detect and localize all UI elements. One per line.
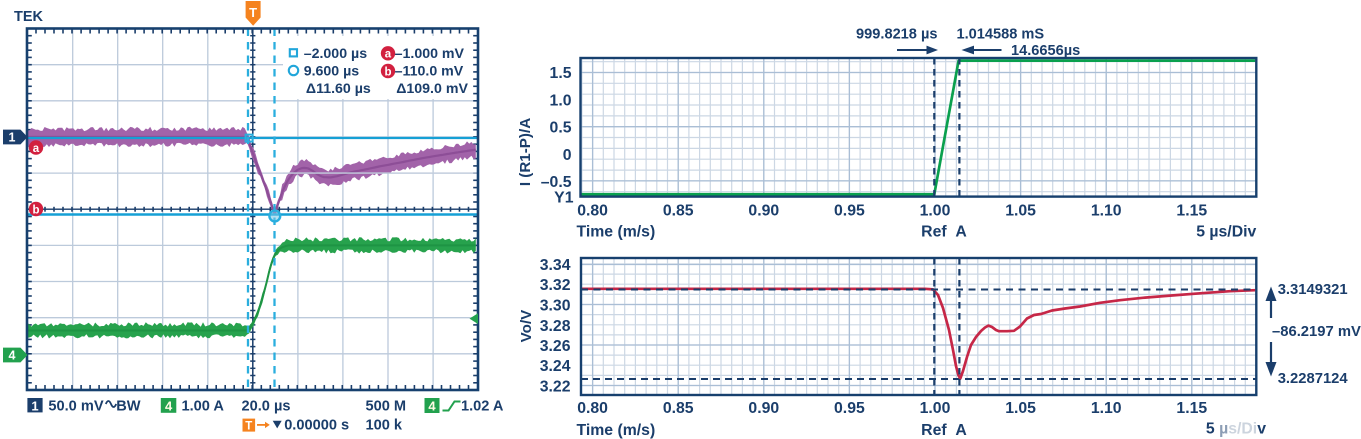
svg-text:1.10: 1.10 xyxy=(1091,203,1122,220)
svg-text:0.5: 0.5 xyxy=(550,120,572,137)
svg-text:I (R1-P)/A: I (R1-P)/A xyxy=(517,118,534,186)
svg-text:b: b xyxy=(384,66,391,78)
svg-text:BW: BW xyxy=(116,398,141,414)
svg-text:T: T xyxy=(245,421,252,433)
svg-text:3.34: 3.34 xyxy=(540,257,571,274)
svg-text:Y1: Y1 xyxy=(554,189,574,206)
svg-text:1: 1 xyxy=(31,398,38,413)
svg-text:3.22: 3.22 xyxy=(540,379,571,396)
svg-text:1.00: 1.00 xyxy=(920,400,951,417)
svg-text:3.28: 3.28 xyxy=(540,318,571,335)
svg-text:a: a xyxy=(385,49,392,61)
svg-text:Time (m/s): Time (m/s) xyxy=(577,224,656,241)
svg-text:0.90: 0.90 xyxy=(748,203,779,220)
svg-text:Vo/V: Vo/V xyxy=(518,309,535,342)
svg-text:Ref A: Ref A xyxy=(921,224,967,241)
svg-text:Time (m/s): Time (m/s) xyxy=(577,422,656,439)
svg-text:3.32: 3.32 xyxy=(540,277,571,294)
svg-text:–110.0 mV: –110.0 mV xyxy=(395,64,464,80)
svg-text:999.8218 µs: 999.8218 µs xyxy=(856,27,937,43)
svg-text:1.05: 1.05 xyxy=(1005,400,1036,417)
svg-text:100 k: 100 k xyxy=(366,418,403,434)
svg-text:–2.000 µs: –2.000 µs xyxy=(304,46,368,62)
svg-text:14.6656µs: 14.6656µs xyxy=(1011,43,1080,59)
svg-text:0.00000 s: 0.00000 s xyxy=(284,418,349,434)
svg-text:0.80: 0.80 xyxy=(577,400,608,417)
svg-text:500 M: 500 M xyxy=(366,398,407,414)
svg-text:TEK: TEK xyxy=(14,9,44,25)
svg-text:50.0 mV: 50.0 mV xyxy=(48,398,103,414)
svg-text:–1.000 mV: –1.000 mV xyxy=(395,46,465,62)
svg-text:9.600 µs: 9.600 µs xyxy=(304,64,360,80)
svg-text:1.00 A: 1.00 A xyxy=(182,398,225,414)
svg-text:0.80: 0.80 xyxy=(577,203,608,220)
svg-text:1.15: 1.15 xyxy=(1176,203,1207,220)
svg-text:4: 4 xyxy=(428,399,436,414)
svg-text:3.26: 3.26 xyxy=(540,338,571,355)
svg-text:1.0: 1.0 xyxy=(550,93,572,110)
svg-text:5 µs/Div: 5 µs/Div xyxy=(1206,421,1266,438)
svg-text:0.85: 0.85 xyxy=(663,400,694,417)
svg-text:3.2287124: 3.2287124 xyxy=(1278,371,1349,387)
svg-text:1.014588 mS: 1.014588 mS xyxy=(957,27,1045,43)
svg-text:Δ11.60 µs: Δ11.60 µs xyxy=(306,81,371,97)
svg-text:3.30: 3.30 xyxy=(540,298,571,315)
svg-text:a: a xyxy=(33,143,40,155)
svg-text:1.5: 1.5 xyxy=(550,65,572,82)
svg-text:b: b xyxy=(32,204,39,216)
svg-text:1.15: 1.15 xyxy=(1176,400,1207,417)
svg-text:0.90: 0.90 xyxy=(748,400,779,417)
svg-text:0.85: 0.85 xyxy=(663,203,694,220)
svg-text:1.00: 1.00 xyxy=(920,203,951,220)
svg-text:20.0 µs: 20.0 µs xyxy=(242,398,291,414)
svg-text:4: 4 xyxy=(9,349,16,363)
svg-text:0.95: 0.95 xyxy=(834,400,865,417)
svg-text:T: T xyxy=(249,5,257,20)
svg-text:–86.2197 mV: –86.2197 mV xyxy=(1272,324,1361,340)
svg-text:–0.5: –0.5 xyxy=(541,174,572,191)
svg-text:3.3149321: 3.3149321 xyxy=(1278,282,1348,298)
svg-text:3.24: 3.24 xyxy=(540,358,571,375)
svg-text:Δ109.0 mV: Δ109.0 mV xyxy=(396,81,468,97)
svg-text:0.95: 0.95 xyxy=(834,203,865,220)
svg-text:1.05: 1.05 xyxy=(1005,203,1036,220)
svg-text:1.10: 1.10 xyxy=(1091,400,1122,417)
svg-text:5 µs/Div: 5 µs/Div xyxy=(1196,224,1256,241)
svg-text:0: 0 xyxy=(563,147,572,164)
svg-text:Ref A: Ref A xyxy=(921,422,967,439)
svg-text:1: 1 xyxy=(9,131,16,145)
svg-text:4: 4 xyxy=(165,399,173,414)
svg-text:1.02 A: 1.02 A xyxy=(461,398,504,414)
